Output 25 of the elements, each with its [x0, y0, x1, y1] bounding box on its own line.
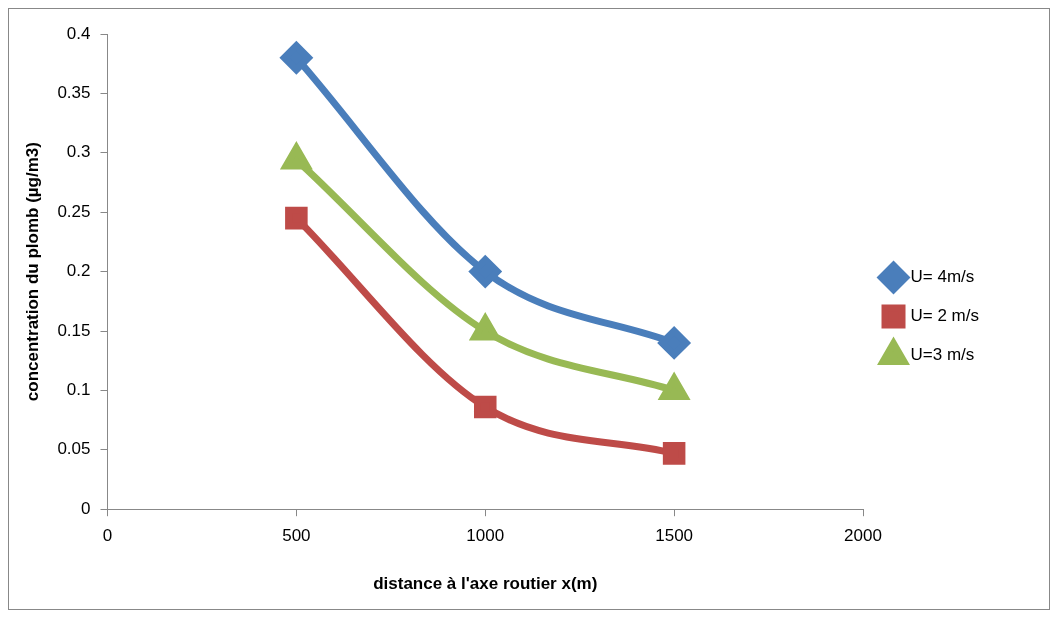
x-tick-label: 500	[282, 526, 311, 546]
y-tick-label: 0.3	[66, 142, 91, 162]
point	[658, 327, 690, 359]
point	[469, 256, 501, 288]
point	[473, 395, 497, 419]
y-tick-label: 0	[81, 498, 91, 518]
y-tick-label: 0.1	[66, 380, 91, 400]
y-tick-label: 0.25	[57, 201, 91, 221]
x-tick-label: 0	[102, 526, 113, 546]
point	[662, 442, 686, 465]
x-tick-label: 1000	[466, 526, 505, 546]
legend-label: U= 2 m/s	[910, 306, 980, 326]
y-tick-label: 0.4	[66, 23, 91, 43]
x-tick-label: 1500	[655, 526, 694, 546]
y-tick-label: 0.2	[66, 261, 91, 281]
y-tick-label: 0.05	[57, 439, 91, 459]
y-tick-label: 0.15	[57, 320, 91, 340]
x-axis-title: distance à l'axe routier x(m)	[373, 574, 598, 594]
point	[280, 42, 312, 74]
y-axis-title: concentration du plomb (µg/m3)	[22, 142, 42, 402]
legend-label: U= 4m/s	[910, 267, 975, 287]
legend-label: U=3 m/s	[910, 345, 975, 365]
y-tick-label: 0.35	[57, 83, 91, 103]
point	[285, 206, 308, 230]
x-tick-label: 2000	[844, 526, 882, 546]
